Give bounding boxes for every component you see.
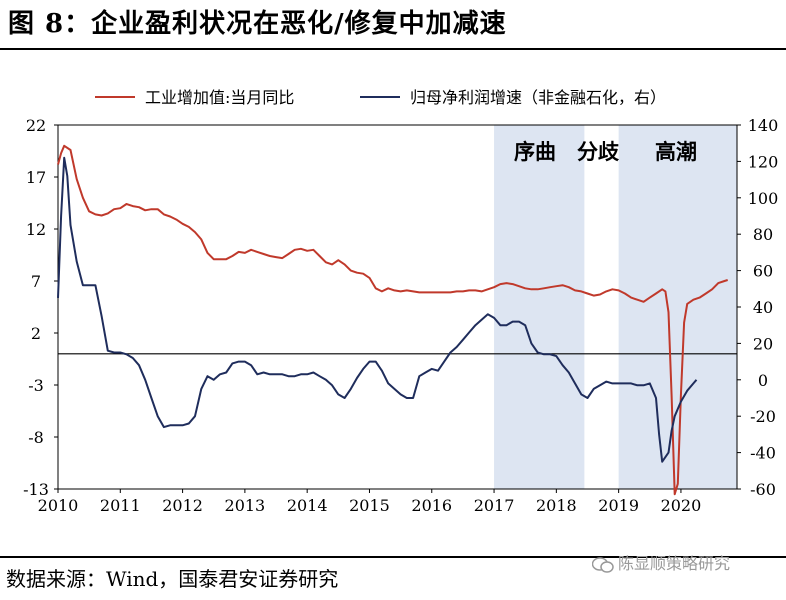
x-axis-tick-label: 2020: [661, 496, 702, 515]
annotation-label-1: 序曲: [514, 139, 556, 164]
chart-area: 22 17 12 7 2 -3 -8 -13 140 120 100 80 60 40 20 0 -20 -40 -…: [23, 88, 779, 515]
x-axis-tick-label: 2014: [287, 496, 328, 515]
right-axis-tick-label: 40: [753, 298, 773, 317]
left-axis-tick-label: 7: [31, 272, 41, 291]
watermark: 陈显顺策略研究: [592, 550, 730, 578]
right-axis-tick-label: 60: [753, 262, 773, 281]
left-axis-tick-label: -13: [23, 480, 49, 499]
x-axis-tick-label: 2011: [100, 496, 141, 515]
series-line-2: [57, 156, 698, 463]
x-axis-tick-label: 2015: [349, 496, 390, 515]
annotation-label-2: 分歧: [577, 139, 620, 164]
right-axis-tick-label: 80: [753, 225, 773, 244]
right-axis-tick-label: -40: [750, 444, 776, 463]
x-axis-tick-label: 2017: [474, 496, 515, 515]
x-axis-tick-label: 2018: [536, 496, 577, 515]
chart-title: 图 8：企业盈利状况在恶化/修复中加减速: [8, 9, 507, 39]
x-axis-tick-label: 2019: [598, 496, 639, 515]
source-divider: [0, 556, 786, 558]
right-axis-tick-label: 120: [748, 152, 779, 171]
right-axis-tick-label: -60: [750, 480, 776, 499]
data-source: 数据来源：Wind，国泰君安证券研究: [6, 567, 339, 591]
shaded-period-1: [494, 125, 585, 489]
right-axis-tick-label: -20: [750, 407, 776, 426]
shaded-period-2: [618, 125, 737, 489]
left-axis-tick-label: 2: [31, 324, 41, 343]
left-axis-tick-label: 22: [26, 116, 46, 135]
annotation-label-3: 高潮: [655, 139, 697, 164]
left-axis-tick-label: 12: [26, 220, 46, 239]
title-divider: [0, 48, 786, 50]
watermark-text: 陈显顺策略研究: [618, 554, 731, 573]
legend-label-1: 工业增加值:当月同比: [145, 88, 294, 107]
left-axis-tick-label: -3: [28, 376, 44, 395]
chat-icon: [592, 556, 614, 573]
x-axis-tick-label: 2010: [38, 496, 79, 515]
left-axis-tick-label: 17: [26, 168, 46, 187]
right-axis-tick-label: 0: [758, 371, 768, 390]
x-axis-tick-label: 2012: [162, 496, 203, 515]
right-axis-tick-label: 20: [753, 334, 773, 353]
series-line-1: [57, 144, 728, 496]
legend-label-2: 归母净利润增速（非金融石化，右）: [410, 88, 666, 107]
right-axis-tick-label: 100: [748, 189, 779, 208]
x-axis-tick-label: 2013: [225, 496, 266, 515]
right-axis-tick-label: 140: [748, 116, 779, 135]
left-axis-tick-label: -8: [28, 428, 44, 447]
x-axis-tick-label: 2016: [411, 496, 452, 515]
